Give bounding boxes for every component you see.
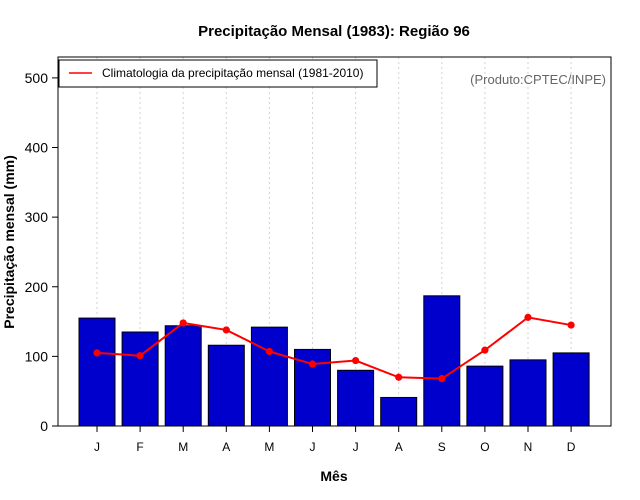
- x-tick-label: D: [567, 440, 576, 454]
- credit-text: (Produto:CPTEC/INPE): [470, 72, 606, 87]
- climatology-point-9: [438, 375, 446, 383]
- bar-3: [164, 325, 202, 427]
- bar-8: [380, 396, 418, 427]
- bar-10: [466, 365, 504, 427]
- y-axis-label: Precipitação mensal (mm): [1, 155, 17, 329]
- climatology-point-8: [395, 373, 403, 381]
- legend-box: [58, 59, 378, 88]
- climatology-point-6: [308, 360, 317, 368]
- bar-4: [207, 344, 245, 427]
- y-tick-label: 500: [25, 70, 49, 86]
- climatology-point-1: [93, 349, 101, 357]
- climatology-point-7: [352, 356, 360, 365]
- climatology-point-3: [179, 319, 187, 327]
- bar-9: [423, 295, 461, 427]
- climatology-point-10: [481, 346, 489, 354]
- x-tick-label: J: [353, 440, 359, 454]
- climatology-point-2: [136, 352, 144, 360]
- legend: Climatologia da precipitação mensal (198…: [58, 59, 378, 88]
- bar-11: [509, 359, 547, 427]
- bar-group: [78, 295, 590, 427]
- x-tick-label: F: [136, 440, 143, 454]
- climatology-line-group: [93, 313, 575, 383]
- x-tick-label: M: [178, 440, 188, 454]
- bar-7: [337, 369, 375, 427]
- y-tick-label: 300: [25, 209, 49, 225]
- grid: [96, 57, 572, 426]
- x-tick-label: S: [438, 440, 446, 454]
- climatology-line: [96, 316, 572, 380]
- x-tick-label: O: [480, 440, 489, 454]
- x-tick-label: N: [524, 440, 533, 454]
- y-tick-label: 400: [25, 140, 49, 156]
- climatology-point-11: [524, 313, 532, 321]
- y-tick-label: 200: [25, 279, 49, 295]
- climatology-point-4: [222, 326, 230, 334]
- legend-label: Climatologia da precipitação mensal (198…: [102, 66, 363, 80]
- climatology-point-12: [567, 321, 575, 329]
- x-tick-label: J: [94, 440, 100, 454]
- bar-12: [552, 352, 590, 427]
- x-tick-label: A: [395, 440, 403, 454]
- chart-title: Precipitação Mensal (1983): Região 96: [198, 23, 470, 40]
- x-tick-label: A: [222, 440, 230, 454]
- bar-1: [78, 317, 116, 427]
- climatology-point-5: [265, 347, 273, 356]
- y-axis: 0 100 200 300 400 500: [25, 70, 59, 434]
- bar-5: [250, 326, 288, 427]
- y-tick-label: 0: [40, 418, 48, 434]
- x-tick-label: J: [310, 440, 316, 454]
- y-tick-label: 100: [25, 348, 49, 364]
- x-axis-label: Mês: [320, 468, 347, 484]
- x-tick-label: M: [264, 440, 274, 454]
